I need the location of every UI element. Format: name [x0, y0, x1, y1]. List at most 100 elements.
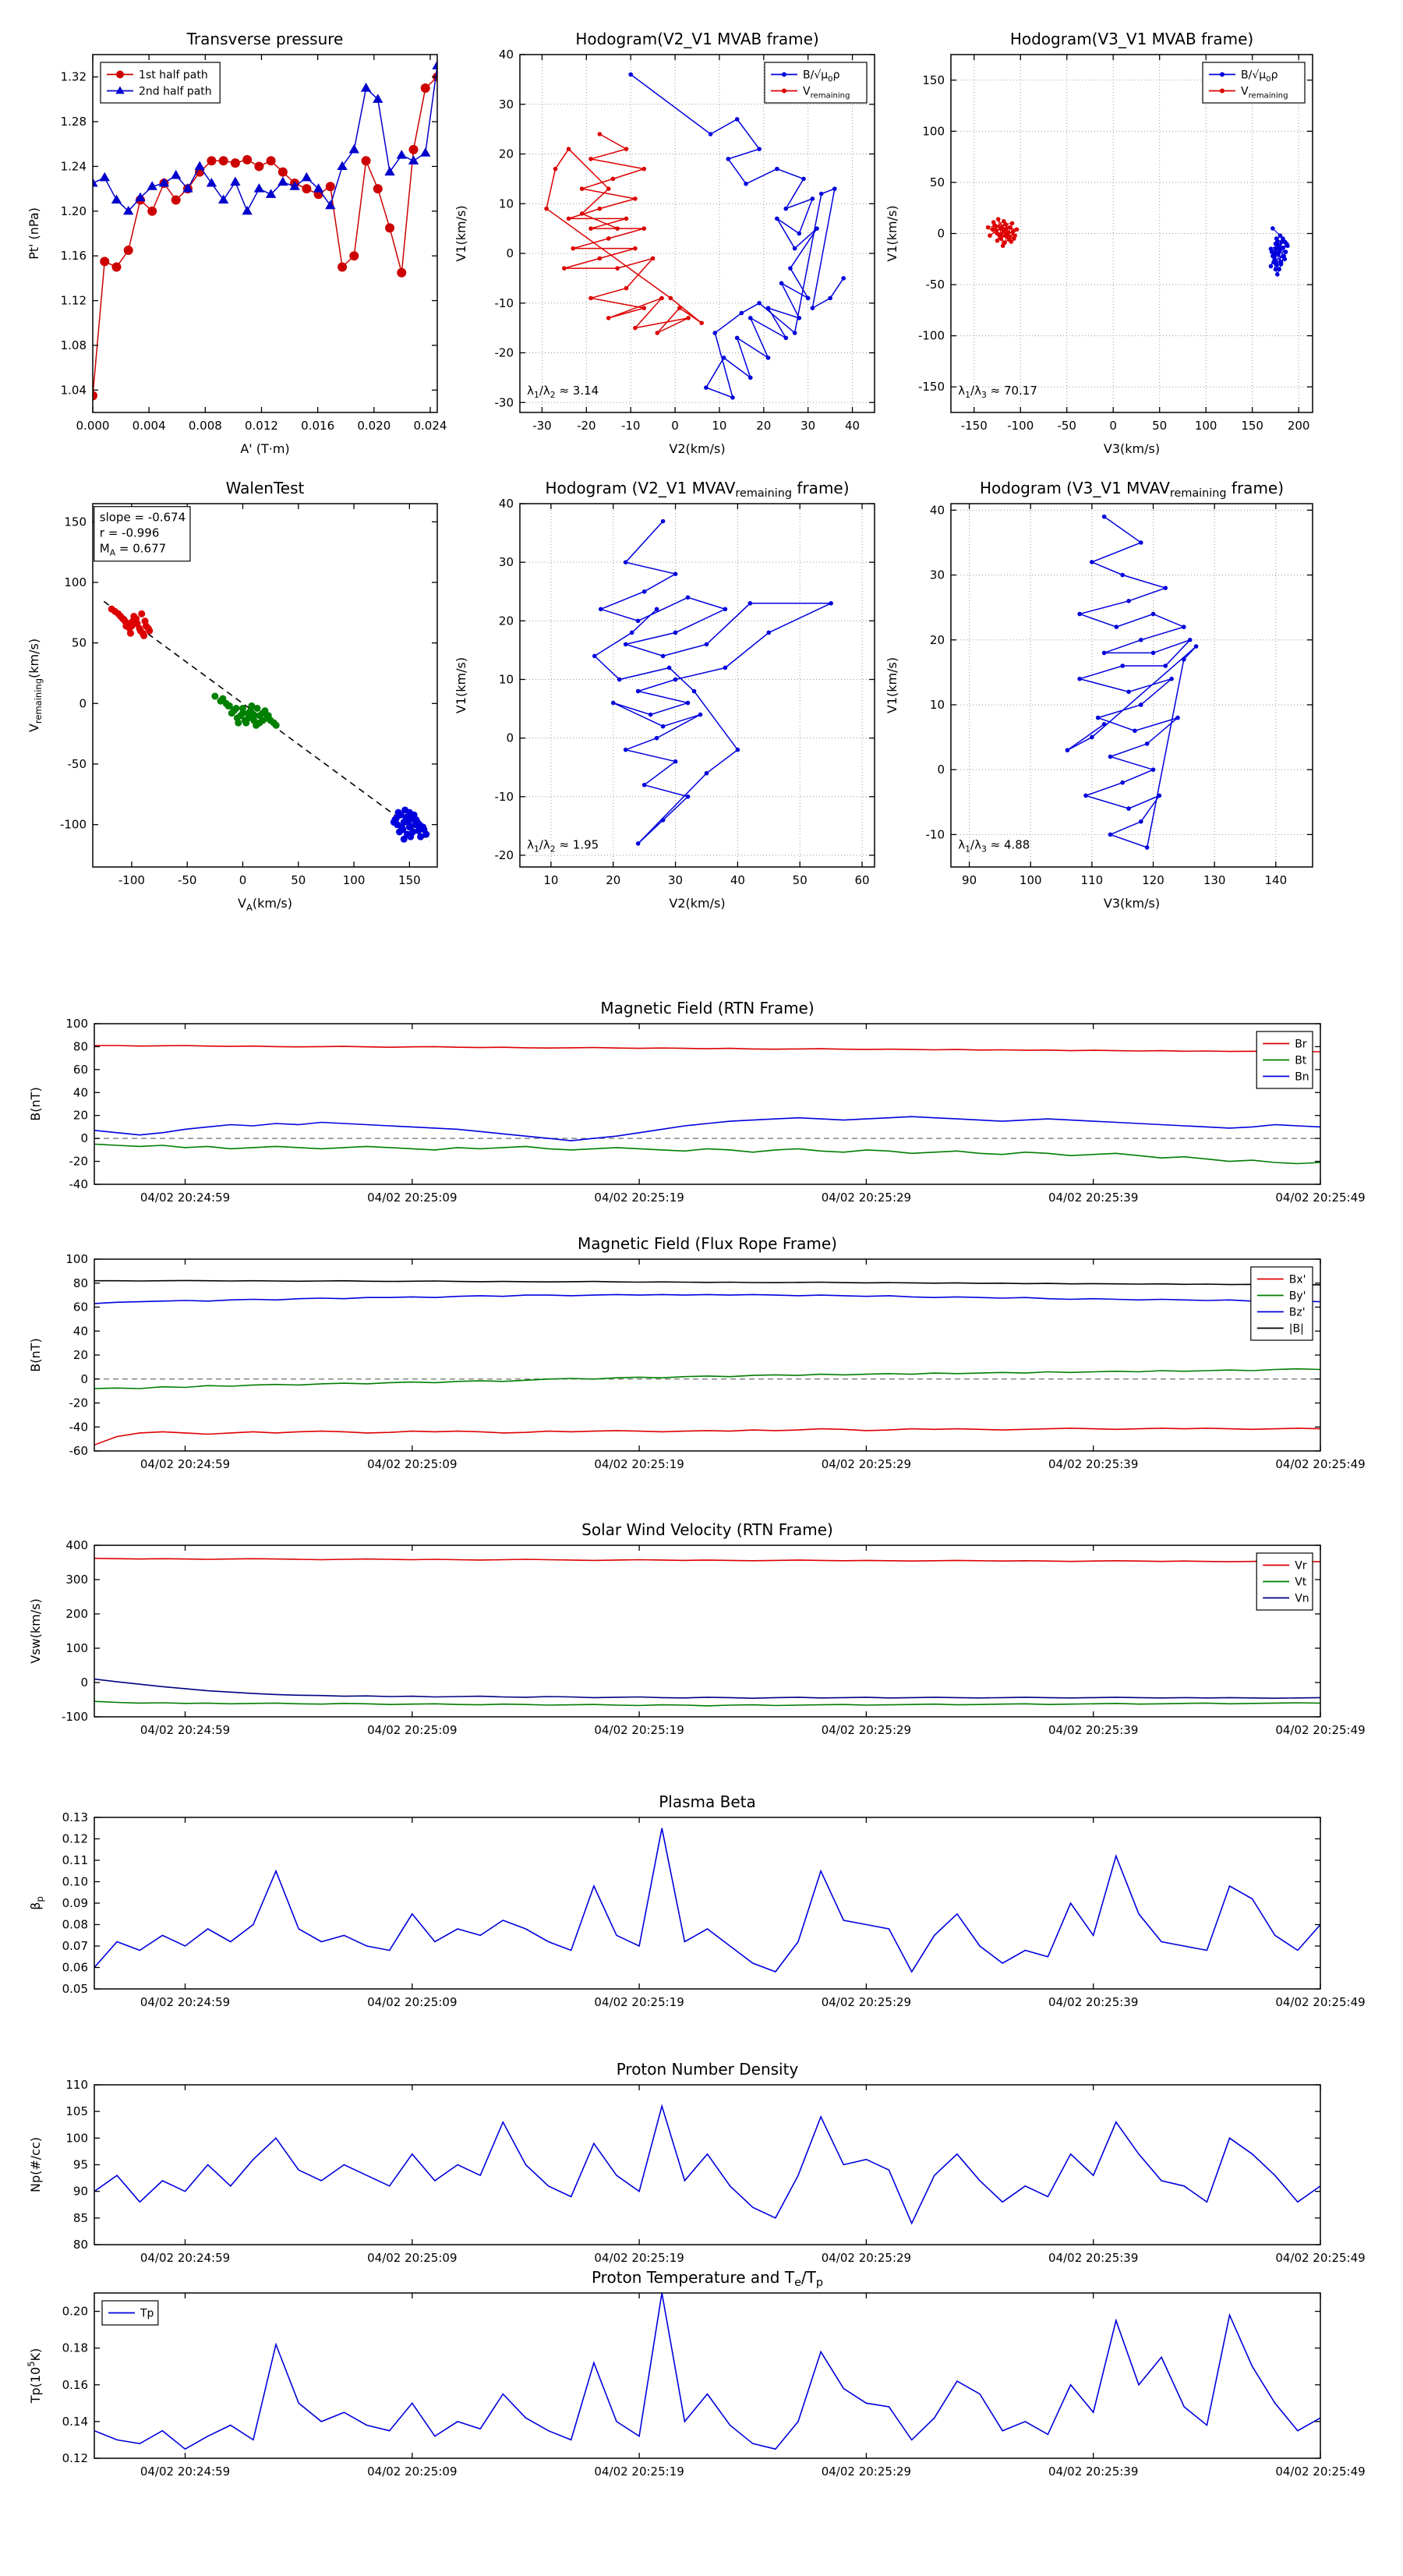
x-tick-label: 150	[1241, 419, 1263, 433]
y-tick-label: -100	[62, 1710, 88, 1724]
x-tick-label: 100	[1020, 873, 1042, 887]
legend-label: B/√μ0ρ	[803, 69, 840, 84]
x-tick-label: 140	[1264, 873, 1287, 887]
y-tick-label: 0	[79, 696, 87, 710]
x-axis-label: A' (T·m)	[240, 441, 289, 456]
y-tick-label: 0.05	[62, 1982, 88, 1996]
x-tick-label: 40	[730, 873, 745, 887]
y-tick-label: 20	[73, 1109, 88, 1123]
legend-label: Vremaining	[1241, 86, 1288, 101]
legend: 1st half path 2nd half path	[100, 62, 221, 104]
legend-label: Vt	[1295, 1576, 1307, 1589]
x-tick-label: 04/02 20:24:59	[140, 1995, 230, 2009]
legend-label: Br	[1295, 1039, 1307, 1051]
panel-title: Magnetic Field (Flux Rope Frame)	[578, 1234, 837, 1253]
axes-frame	[94, 1023, 1321, 1185]
legend-label: Bx'	[1289, 1274, 1306, 1286]
x-tick-label: 90	[962, 873, 977, 887]
y-axis-label: V1(km/s)	[885, 657, 899, 713]
x-tick-label: 0	[671, 419, 679, 433]
y-tick-label: -60	[69, 1444, 89, 1458]
x-tick-label: 30	[800, 419, 815, 433]
panel-title: Solar Wind Velocity (RTN Frame)	[581, 1520, 833, 1539]
axes-frame	[519, 503, 875, 868]
y-tick-label: 0.10	[62, 1875, 88, 1889]
y-tick-label: 20	[499, 147, 514, 161]
y-axis-label: B(nT)	[28, 1338, 43, 1371]
y-tick-label: 40	[499, 497, 514, 511]
y-tick-label: -20	[69, 1155, 89, 1169]
y-tick-label: 0.14	[62, 2415, 88, 2429]
y-tick-label: -10	[926, 827, 945, 841]
x-tick-label: -10	[621, 419, 641, 433]
axes-frame	[94, 2292, 1321, 2459]
x-tick-label: 04/02 20:25:29	[822, 2251, 911, 2265]
panel-p5: 10 20 30 40 50 60 -20 -10 0 10 20 30 40 Hodogram (V2_…	[454, 479, 875, 911]
x-tick-label: -30	[532, 419, 552, 433]
y-tick-label: 40	[73, 1324, 88, 1338]
x-tick-label: 04/02 20:24:59	[140, 2251, 230, 2265]
panel-p6: 90 100 110 120 130 140 -10 0 10 20 30 40 Hodogram (V…	[885, 479, 1313, 911]
panel-title: Plasma Beta	[659, 1792, 756, 1811]
x-tick-label: 200	[1288, 419, 1310, 433]
x-tick-label: 04/02 20:24:59	[140, 2465, 230, 2479]
y-tick-label: -20	[495, 346, 514, 360]
legend-label: 2nd half path	[139, 86, 212, 98]
x-tick-label: 120	[1142, 873, 1164, 887]
y-tick-label: 10	[499, 196, 514, 211]
y-tick-label: 100	[65, 1641, 88, 1655]
y-tick-label: 0	[937, 763, 945, 777]
legend-label: Bn	[1295, 1071, 1309, 1084]
y-tick-label: 30	[499, 555, 514, 569]
x-tick-label: 04/02 20:25:29	[822, 1723, 911, 1737]
panel-p1: 0.000 0.004 0.008 0.012 0.016 0.020 0.024 1.04 1…	[27, 30, 447, 456]
legend-label: |B|	[1289, 1323, 1304, 1336]
panel-title: Hodogram (V2_V1 MVAVremaining frame)	[545, 479, 849, 500]
legend-label: 1st half path	[139, 69, 208, 82]
y-tick-label: 0	[80, 1675, 88, 1690]
axes-frame	[94, 2084, 1321, 2245]
x-tick-label: -150	[961, 419, 988, 433]
series-|B|	[94, 1279, 1320, 1286]
panel-p3: -150 -100 -50 0 50 100 150 200 -150 -100 -50 0 50 100…	[885, 30, 1313, 456]
panel-title: Hodogram(V2_V1 MVAB frame)	[575, 30, 818, 48]
x-tick-label: 04/02 20:25:29	[822, 1457, 911, 1471]
y-tick-label: 30	[930, 568, 945, 582]
y-tick-label: 50	[72, 636, 87, 650]
x-tick-label: 04/02 20:25:19	[594, 2251, 684, 2265]
annotation-line: slope = -0.674	[100, 511, 186, 525]
y-tick-label: -30	[495, 395, 514, 409]
x-tick-label: 04/02 20:25:39	[1048, 1457, 1138, 1471]
y-tick-label: 100	[65, 1252, 88, 1266]
y-tick-label: 50	[930, 175, 945, 189]
legend-label: By'	[1289, 1290, 1306, 1303]
x-tick-label: 04/02 20:25:49	[1275, 1723, 1365, 1737]
x-axis-label: V3(km/s)	[1104, 441, 1160, 456]
series-Np	[94, 2104, 1320, 2225]
x-tick-label: 20	[606, 873, 620, 887]
y-tick-label: 105	[65, 2104, 88, 2118]
y-tick-label: 0.16	[62, 2378, 88, 2392]
series-Br	[94, 1045, 1320, 1053]
x-tick-label: 0.004	[133, 419, 166, 433]
panel-title: Magnetic Field (RTN Frame)	[600, 999, 814, 1017]
x-tick-label: -50	[1057, 419, 1076, 433]
x-tick-label: 0.000	[76, 419, 110, 433]
panel-title: WalenTest	[226, 479, 305, 497]
axes-frame	[94, 1817, 1321, 1990]
y-axis-label: Pt' (nPa)	[27, 207, 41, 260]
y-tick-label: 0	[937, 227, 945, 241]
y-tick-label: 0	[80, 1372, 88, 1386]
y-tick-label: 1.20	[61, 204, 87, 218]
y-axis-label: βp	[28, 1896, 45, 1910]
y-tick-label: -10	[495, 296, 514, 310]
y-tick-label: 40	[73, 1085, 88, 1099]
annotation-line: λ1/λ3 ≈ 70.17	[958, 384, 1037, 400]
series-1st half path	[93, 76, 437, 396]
legend-label: Vn	[1295, 1593, 1309, 1605]
y-tick-label: 80	[73, 2238, 88, 2252]
x-tick-label: 04/02 20:25:49	[1275, 1191, 1365, 1205]
y-tick-label: 0	[80, 1131, 88, 1145]
